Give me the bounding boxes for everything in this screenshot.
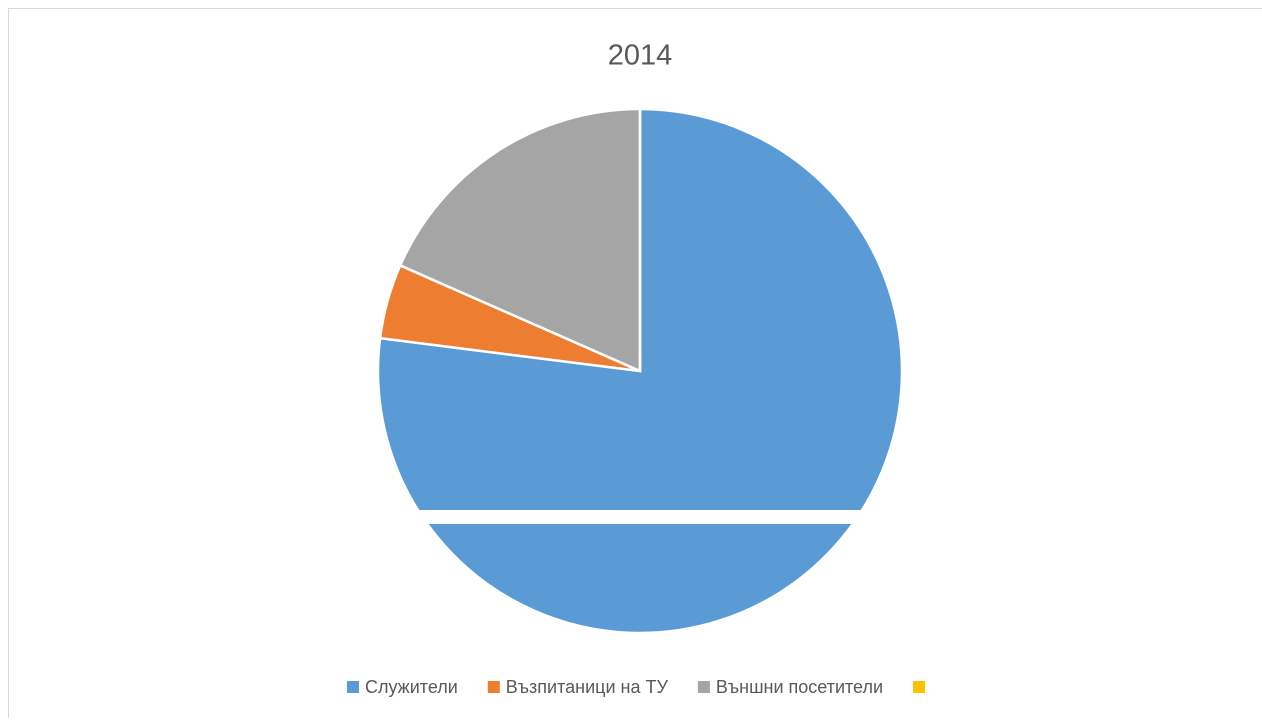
legend-label: Служители (365, 677, 458, 697)
legend-label: Външни посетители (716, 677, 883, 697)
legend-swatch (488, 681, 500, 693)
legend-swatch (698, 681, 710, 693)
legend-swatch (913, 681, 925, 693)
separator (380, 510, 900, 524)
legend-label: Възпитаници на ТУ (506, 677, 669, 697)
legend: Служители Възпитаници на ТУ Външни посетит… (347, 677, 925, 697)
chart-title: 2014 (608, 40, 673, 72)
legend-swatch (347, 681, 359, 693)
